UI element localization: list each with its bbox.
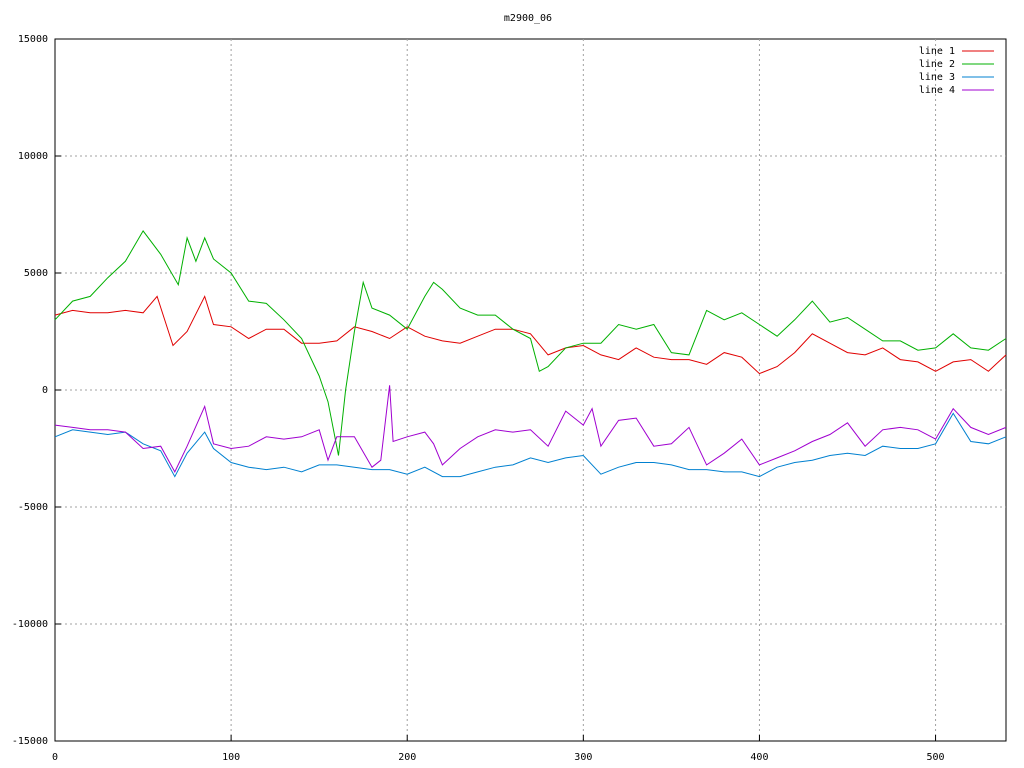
legend-label: line 3 [919,72,955,83]
y-tick-label: -10000 [12,619,48,630]
legend-label: line 1 [919,46,955,57]
y-tick-label: -15000 [12,736,48,747]
y-tick-label: 10000 [18,151,48,162]
data-line [54,385,1007,473]
legend-label: line 2 [919,59,955,70]
x-tick-label: 400 [750,752,768,763]
x-tick-label: 200 [398,752,416,763]
data-line [54,295,1007,375]
chart-title: m2900_06 [504,13,552,24]
legend-label: line 4 [919,85,955,96]
x-tick-label: 0 [52,752,58,763]
y-tick-label: 15000 [18,34,48,45]
x-tick-label: 500 [927,752,945,763]
x-tick-label: 300 [574,752,592,763]
y-tick-label: -5000 [18,502,48,513]
data-line [54,229,1007,456]
y-tick-label: 5000 [24,268,48,279]
data-line [54,412,1007,478]
y-tick-label: 0 [42,385,48,396]
x-tick-label: 100 [222,752,240,763]
